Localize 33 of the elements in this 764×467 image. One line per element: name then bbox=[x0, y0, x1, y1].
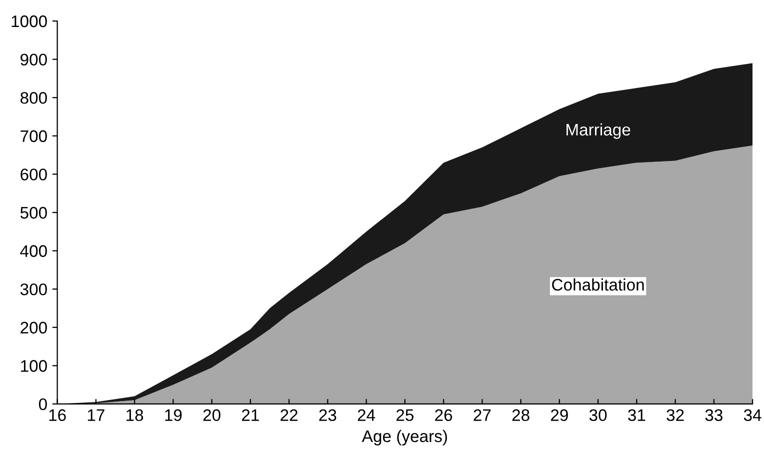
x-tick-label: 17 bbox=[88, 409, 104, 421]
x-tick-label: 27 bbox=[474, 409, 491, 421]
y-tick-label: 400 bbox=[20, 245, 47, 257]
y-tick-label: 700 bbox=[20, 130, 47, 142]
y-tick-label: 800 bbox=[20, 92, 47, 104]
x-tick-label: 22 bbox=[280, 409, 298, 421]
x-tick-label: 33 bbox=[705, 409, 722, 422]
x-tick-label: 19 bbox=[165, 409, 182, 422]
x-tick-label: 34 bbox=[744, 409, 762, 422]
y-tick-label: 0 bbox=[38, 398, 47, 410]
x-tick-label: 24 bbox=[358, 409, 376, 421]
y-tick-label: 600 bbox=[20, 168, 47, 180]
series-label: Marriage bbox=[566, 123, 630, 139]
y-tick-label: 200 bbox=[20, 322, 47, 334]
x-tick-label: 20 bbox=[203, 409, 220, 422]
y-tick-label: 300 bbox=[20, 283, 47, 296]
y-tick-label: 500 bbox=[20, 206, 47, 219]
series-label: Cohabitation bbox=[552, 278, 644, 291]
x-tick-label: 25 bbox=[396, 409, 414, 422]
x-tick-label: 31 bbox=[628, 409, 646, 422]
x-tick-label: 18 bbox=[126, 409, 144, 422]
x-tick-label: 21 bbox=[242, 409, 259, 421]
y-tick-label: 1000 bbox=[12, 15, 47, 28]
x-tick-label: 16 bbox=[49, 409, 66, 422]
x-tick-label: 23 bbox=[319, 409, 336, 422]
x-tick-label: 32 bbox=[666, 409, 684, 422]
x-tick-label: 26 bbox=[435, 409, 452, 422]
y-tick-label: 100 bbox=[21, 360, 47, 372]
x-tick-label: 30 bbox=[589, 409, 607, 422]
x-tick-label: 29 bbox=[550, 409, 568, 422]
y-tick-label: 900 bbox=[20, 54, 47, 66]
x-axis-title: Age (years) bbox=[362, 430, 447, 446]
x-tick-label: 28 bbox=[512, 409, 530, 422]
